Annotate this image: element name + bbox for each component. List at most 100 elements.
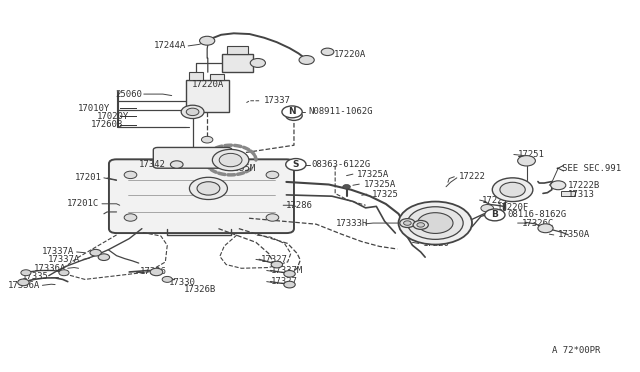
Text: S: S	[292, 160, 299, 169]
Text: N: N	[288, 108, 296, 116]
Circle shape	[284, 270, 295, 277]
Bar	[227, 46, 248, 54]
Circle shape	[417, 213, 453, 234]
Text: 17220F: 17220F	[497, 203, 529, 212]
Circle shape	[285, 111, 302, 121]
Circle shape	[343, 185, 350, 189]
Text: 17326C: 17326C	[522, 219, 554, 228]
Circle shape	[200, 36, 215, 45]
Text: 17326B: 17326B	[184, 285, 216, 294]
Text: 17325A: 17325A	[364, 180, 396, 189]
Text: 17010Y: 17010Y	[78, 104, 110, 113]
Circle shape	[413, 221, 428, 230]
Text: 17020Y: 17020Y	[97, 112, 129, 121]
Circle shape	[197, 182, 220, 195]
Text: 17201C: 17201C	[67, 199, 99, 208]
Text: 17336A: 17336A	[34, 264, 66, 273]
Text: 17251: 17251	[518, 150, 545, 159]
Text: 17286: 17286	[285, 201, 312, 210]
Circle shape	[21, 270, 31, 276]
Bar	[222, 54, 253, 72]
FancyBboxPatch shape	[154, 147, 232, 168]
Circle shape	[220, 153, 242, 167]
Text: 17313: 17313	[568, 190, 595, 199]
Circle shape	[124, 171, 137, 179]
Circle shape	[181, 105, 204, 119]
Text: 17244A: 17244A	[154, 41, 186, 51]
Circle shape	[266, 214, 279, 221]
Circle shape	[500, 182, 525, 197]
Circle shape	[518, 155, 536, 166]
FancyBboxPatch shape	[109, 159, 294, 233]
Text: 17350A: 17350A	[558, 230, 591, 240]
Circle shape	[299, 55, 314, 64]
Circle shape	[538, 224, 553, 233]
Circle shape	[98, 254, 109, 260]
Circle shape	[189, 177, 227, 199]
Text: 17333H: 17333H	[336, 219, 368, 228]
Circle shape	[404, 221, 411, 225]
Circle shape	[284, 281, 295, 288]
Circle shape	[202, 137, 213, 143]
Text: 17337: 17337	[264, 96, 291, 105]
Circle shape	[150, 268, 163, 276]
Circle shape	[282, 106, 302, 118]
Text: 17327: 17327	[271, 277, 298, 286]
Circle shape	[90, 249, 101, 256]
Text: 17355M: 17355M	[224, 164, 257, 173]
Circle shape	[399, 202, 472, 244]
Text: 17336A: 17336A	[8, 281, 40, 290]
Circle shape	[266, 171, 279, 179]
Text: 17337M: 17337M	[271, 266, 303, 275]
Text: B: B	[492, 211, 499, 219]
Text: 17327: 17327	[260, 255, 287, 264]
Circle shape	[417, 223, 424, 227]
Text: 17260B: 17260B	[91, 121, 123, 129]
Text: 08116-8162G: 08116-8162G	[508, 211, 566, 219]
Text: SEE SEC.991: SEE SEC.991	[562, 164, 621, 173]
Circle shape	[486, 210, 503, 220]
Text: 08363-6122G: 08363-6122G	[311, 160, 370, 169]
Circle shape	[400, 219, 415, 228]
Circle shape	[59, 270, 69, 276]
Circle shape	[492, 178, 533, 202]
Circle shape	[481, 205, 493, 212]
Bar	[211, 74, 224, 80]
Circle shape	[408, 207, 463, 239]
Text: 17326A: 17326A	[422, 228, 455, 237]
Circle shape	[162, 276, 172, 282]
Circle shape	[124, 214, 137, 221]
Text: A 72*00PR: A 72*00PR	[552, 346, 600, 355]
Text: 17221: 17221	[482, 196, 509, 205]
Text: 17342: 17342	[138, 160, 165, 169]
Text: 17220A: 17220A	[334, 49, 366, 58]
Text: 17336: 17336	[140, 267, 167, 276]
Text: 17330: 17330	[169, 278, 196, 287]
Circle shape	[484, 209, 505, 221]
Text: 17222B: 17222B	[568, 181, 600, 190]
Circle shape	[212, 150, 249, 171]
Text: 17335: 17335	[22, 272, 49, 281]
Text: 17220: 17220	[422, 239, 449, 248]
Text: 17222: 17222	[459, 172, 486, 181]
Text: N08911-1062G: N08911-1062G	[308, 108, 373, 116]
Circle shape	[18, 279, 29, 286]
Text: 17220A: 17220A	[192, 80, 224, 89]
Circle shape	[287, 160, 304, 169]
Circle shape	[321, 48, 334, 55]
Circle shape	[250, 58, 266, 67]
Circle shape	[550, 181, 566, 190]
Circle shape	[285, 158, 306, 170]
Circle shape	[271, 261, 283, 268]
Bar	[561, 191, 575, 196]
Text: 17201: 17201	[75, 173, 102, 182]
Bar	[189, 72, 204, 80]
Text: 17325A: 17325A	[357, 170, 390, 179]
Circle shape	[186, 108, 199, 116]
Text: 25060: 25060	[115, 90, 142, 99]
Circle shape	[170, 161, 183, 168]
Text: 17333H: 17333H	[414, 219, 447, 228]
Text: 17325: 17325	[372, 190, 399, 199]
Text: 17337A: 17337A	[42, 247, 74, 256]
Text: 17337A: 17337A	[48, 255, 81, 264]
